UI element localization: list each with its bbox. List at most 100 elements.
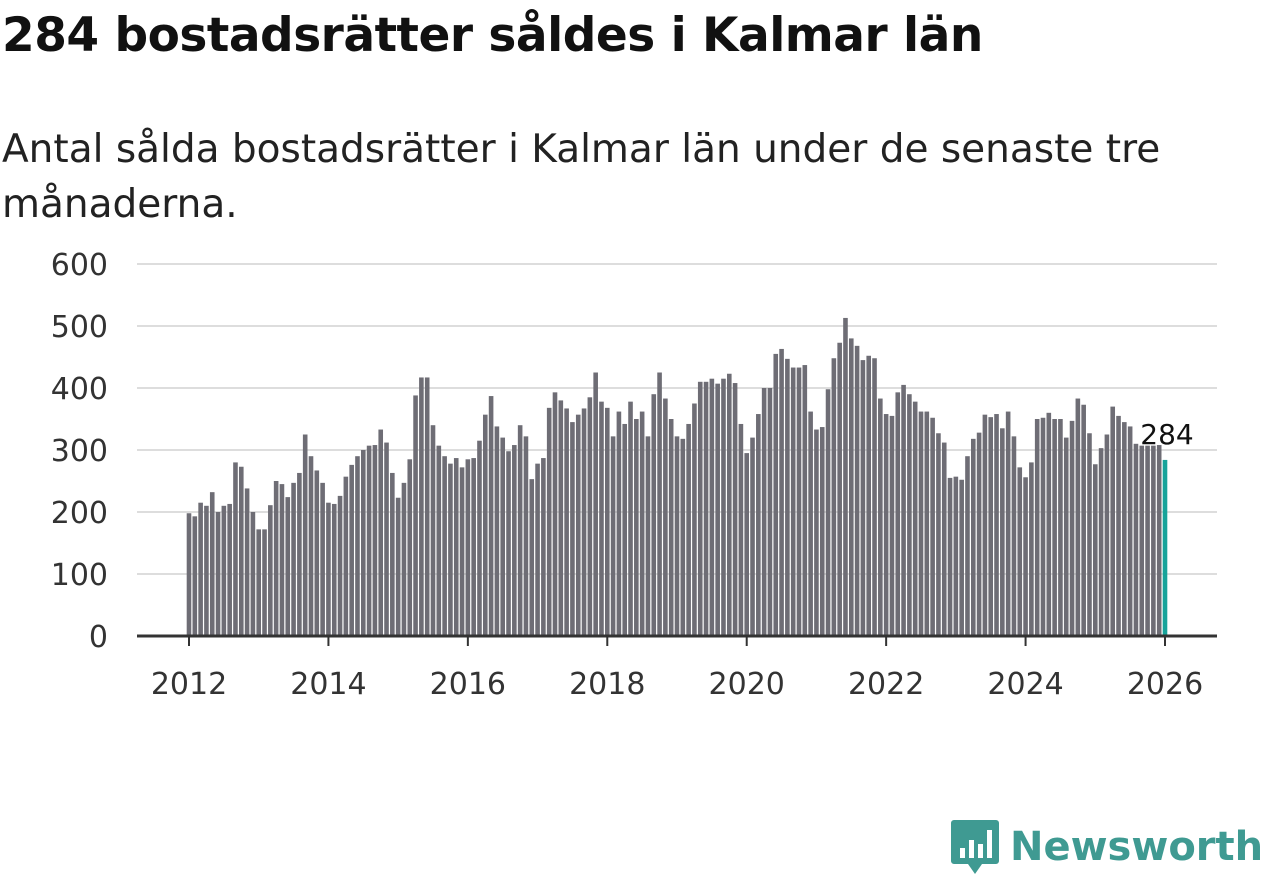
bar [1017,467,1023,636]
bar [976,432,982,636]
bar [814,429,819,636]
bar [227,503,232,636]
bar [209,492,215,636]
bar [581,408,587,636]
bar [965,456,970,636]
x-tick-label: 2016 [430,667,506,702]
bar [715,383,720,636]
bar [628,401,633,636]
bar [773,353,779,636]
bar [198,502,203,636]
bar [390,472,395,636]
bar [320,482,325,636]
x-axis-ticks: 2012 2014 2016 2018 2020 2022 2024 2026 [151,636,1203,702]
bar [1029,462,1034,636]
bar [744,453,750,636]
bar [535,463,540,636]
bar [512,445,517,636]
bar [349,464,354,636]
y-axis-ticks: 0 100 200 300 400 500 600 [51,248,108,655]
bar [721,378,726,636]
bar [848,338,854,636]
bar [419,377,424,636]
bar [268,505,273,636]
bar [831,358,837,636]
bar [901,384,906,636]
bar [726,373,732,636]
bar [1075,398,1081,636]
y-tick-label: 500 [51,310,108,345]
bar [947,477,953,636]
x-tick-label: 2024 [987,667,1063,702]
bar [1052,419,1057,636]
bar [360,450,366,636]
bar [570,422,575,636]
bar [384,442,389,636]
newsworthy-logo-icon [951,820,999,874]
bar [233,462,238,636]
bar [645,436,651,636]
bar [982,414,988,636]
bar [552,392,558,636]
bar [1133,443,1139,636]
bar [221,505,227,636]
y-tick-label: 100 [51,558,108,593]
bar [477,440,482,636]
bar [500,437,506,636]
bar [488,396,494,636]
bar [808,411,813,636]
bar [686,423,691,636]
bar [866,355,872,636]
bar [326,502,331,636]
bar [395,497,401,636]
newsworthy-logo: Newsworthy [950,818,1262,876]
bar [250,512,256,636]
bar [994,414,999,636]
bar [314,470,320,636]
bar [279,484,285,636]
bar [610,436,616,636]
bar [291,482,296,636]
bar [1116,415,1121,636]
x-tick-label: 2026 [1127,667,1203,702]
y-tick-label: 200 [51,496,108,531]
bar [674,436,680,636]
bar [616,411,622,636]
bar [1023,477,1028,636]
bar [732,383,738,636]
bar [634,419,639,636]
x-tick-label: 2018 [569,667,645,702]
bar [895,392,901,636]
bar [1081,404,1086,636]
bar [517,425,523,636]
bar [331,503,337,636]
bar [285,497,291,636]
bar [802,365,808,636]
bar [1011,436,1017,636]
bar [680,438,686,636]
bar [1156,445,1162,636]
bar [657,372,662,636]
bars [186,317,1168,636]
bar [1000,428,1005,636]
bar [337,495,343,636]
bar [192,516,198,636]
bar [604,407,610,636]
bar [593,372,598,636]
bar [1069,420,1075,636]
bar [668,419,674,636]
bar [785,358,790,636]
bar [843,317,848,636]
x-tick-label: 2020 [709,667,785,702]
bar [697,381,703,636]
bar [930,417,935,636]
bar [465,459,471,636]
bar [988,417,994,636]
bar [1046,412,1052,636]
bar [471,458,476,636]
bar [639,411,645,636]
bar [448,463,453,636]
bar [186,513,192,636]
bar [651,394,657,636]
